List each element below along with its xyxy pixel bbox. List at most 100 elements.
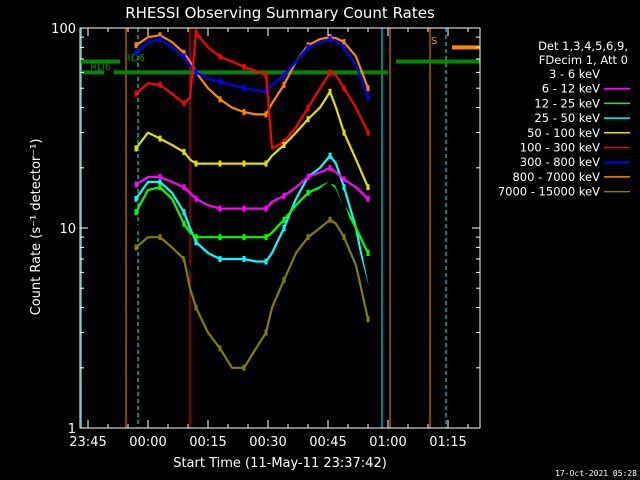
x-tick-label-0: 23:45 (69, 435, 106, 450)
series-point-7-14 (282, 81, 286, 88)
series-line-8-seg-0 (135, 218, 370, 369)
series-point-7-22 (366, 85, 370, 92)
y-tick-label-2: 100 (51, 22, 76, 37)
series-point-1-4 (182, 184, 186, 191)
series-point-5-22 (366, 129, 370, 136)
series-point-0-18 (328, 178, 332, 185)
series-point-4-2 (158, 135, 162, 142)
series-point-2-14 (282, 216, 286, 223)
series-point-1-22 (366, 195, 370, 202)
series-point-0-4 (182, 249, 186, 256)
series-point-4-14 (282, 142, 286, 149)
series-point-6-14 (282, 72, 286, 79)
series-point-5-10 (242, 63, 246, 70)
series-point-7-10 (242, 109, 246, 116)
series-point-2-10 (242, 234, 246, 241)
x-tick-label-4: 00:45 (309, 435, 346, 450)
series-point-5-6 (194, 29, 198, 36)
legend-header-0: Det 1,3,4,5,6,9, (538, 39, 628, 53)
legend-label-4: 50 - 100 keV (527, 126, 600, 140)
series-point-5-4 (182, 100, 186, 107)
series-point-8-4 (182, 255, 186, 262)
chart-title: RHESSI Observing Summary Count Rates (125, 4, 435, 22)
series-point-0-14 (282, 234, 286, 241)
series-point-6-6 (194, 69, 198, 76)
series-point-8-10 (242, 364, 246, 371)
series-point-6-10 (242, 85, 246, 92)
x-tick-label-3: 00:30 (249, 435, 286, 450)
series-point-5-8 (218, 53, 222, 60)
series-point-3-14 (282, 225, 286, 231)
series-point-7-12 (264, 111, 268, 118)
series-point-3-2 (158, 178, 162, 185)
series-point-3-6 (194, 239, 198, 246)
series-point-6-16 (306, 44, 310, 51)
series-point-7-8 (218, 96, 222, 103)
series-point-0-20 (342, 202, 346, 209)
series-point-4-20 (342, 129, 346, 136)
series-point-6-4 (182, 53, 186, 60)
axes-layer: 1 10 100 23:45 00:00 00:15 00:30 00:45 01:00 01:1… (51, 22, 481, 450)
series-point-6-8 (218, 78, 222, 85)
series-point-1-16 (306, 173, 310, 180)
x-tick-label-6: 01:15 (429, 435, 466, 450)
series-point-3-10 (242, 255, 246, 262)
series-point-0-2 (158, 202, 162, 209)
series-point-0-22 (366, 285, 370, 292)
series-line-5-seg-0 (135, 31, 369, 150)
series-point-2-4 (182, 220, 186, 227)
legend-header-1: FDecim 1, Att 0 (539, 53, 628, 67)
series-point-2-12 (264, 234, 268, 241)
series-point-6-0 (134, 49, 138, 56)
series-point-7-20 (342, 39, 346, 46)
series-line-0-seg-0 (134, 180, 370, 289)
series-point-1-6 (194, 195, 198, 202)
series-point-1-14 (282, 192, 286, 199)
series-point-4-22 (366, 184, 370, 191)
series-point-8-18 (328, 216, 332, 223)
series-point-8-12 (264, 329, 268, 336)
series-point-1-10 (242, 205, 246, 212)
series-point-8-2 (158, 234, 162, 241)
series-point-5-20 (342, 85, 346, 92)
x-tick-label-2: 00:15 (189, 435, 226, 450)
series-line-7-seg-0 (135, 34, 370, 116)
series-point-6-20 (342, 44, 346, 51)
footer-timestamp: 17-Oct-2021 05:28 (555, 469, 637, 478)
y-tick-label-1: 10 (59, 222, 76, 237)
legend-label-0: 3 - 6 keV (549, 67, 600, 81)
status-label-s: S (431, 36, 437, 47)
series-point-1-8 (218, 205, 222, 212)
x-axis-title: Start Time (11-May-11 23:37:42) (173, 456, 387, 471)
series-point-4-4 (182, 148, 186, 155)
legend-label-6: 300 - 800 keV (520, 155, 600, 169)
series-point-2-22 (366, 249, 370, 256)
series-point-0-12 (264, 276, 268, 283)
series-point-4-8 (218, 160, 222, 167)
series-point-6-22 (366, 94, 370, 101)
status-label-rd6-upper: RD6 (124, 53, 145, 64)
series-point-7-2 (158, 32, 162, 39)
series-point-6-12 (264, 88, 268, 95)
series-point-5-14 (282, 138, 286, 145)
legend-label-1: 6 - 12 keV (542, 82, 600, 96)
series-point-8-14 (282, 276, 286, 283)
legend-label-2: 12 - 25 keV (534, 96, 600, 110)
x-tick-label-5: 01:00 (369, 435, 406, 450)
series-point-1-18 (328, 164, 332, 171)
series-point-2-16 (306, 189, 310, 196)
series-point-1-20 (342, 176, 346, 183)
series-point-5-12 (264, 72, 268, 79)
legend-label-3: 25 - 50 keV (534, 111, 600, 125)
series-point-4-0 (134, 145, 138, 152)
series-point-5-2 (158, 81, 162, 88)
series-point-3-20 (342, 184, 346, 191)
plot-layer: RD6 RD6 S (80, 28, 480, 428)
series-point-4-6 (194, 160, 198, 167)
series-point-5-0 (134, 90, 138, 97)
status-label-rd6-lower: RD6 (90, 62, 111, 73)
series-point-8-20 (342, 234, 346, 241)
x-tick-label-1: 00:00 (129, 435, 166, 450)
series-point-5-18 (328, 69, 332, 76)
